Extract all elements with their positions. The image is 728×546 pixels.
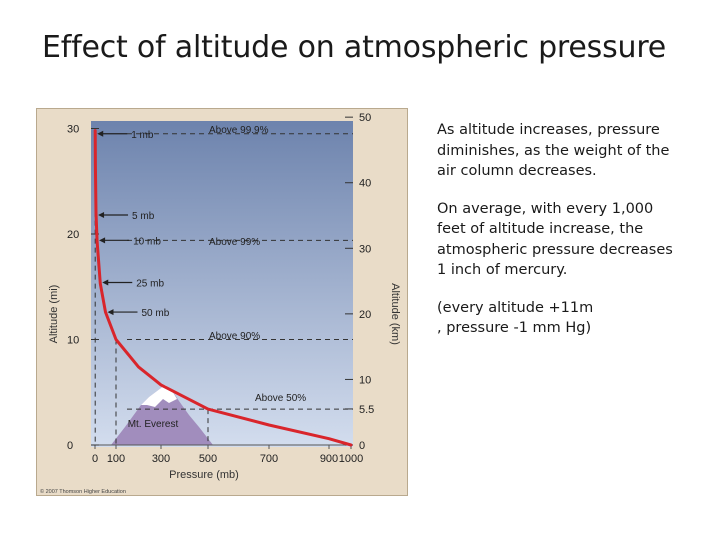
pressure-label: 25 mb: [136, 279, 164, 290]
axes: 0 100 300 500 700 900 1000010203005.5102030405…: [67, 112, 374, 465]
y-tick-label-right: 5.5: [359, 404, 374, 416]
pressure-arrow-head: [97, 130, 104, 137]
everest-mountain: Mt. Everest: [111, 385, 213, 445]
y-tick-label-left: 30: [67, 124, 79, 136]
threshold-label: Above 50%: [255, 393, 306, 404]
pressure-label: 1 mb: [131, 130, 154, 141]
y-axis-label-left: Altitude (mi): [48, 285, 60, 344]
pressure-arrow-head: [107, 309, 114, 316]
x-tick-label: 500: [199, 453, 217, 465]
sky-background: [91, 121, 353, 447]
pressure-arrow-head: [99, 237, 106, 244]
x-axis-label: Pressure (mb): [169, 469, 239, 481]
pressure-labels: 1 mb 5 mb 10 mb 25 mb 50 mb: [97, 130, 170, 319]
x-tick-label: 0: [92, 453, 98, 465]
y-tick-label-right: 30: [359, 243, 371, 255]
x-tick-label: 700: [260, 453, 278, 465]
copyright-text: © 2007 Thomson Higher Education: [40, 488, 126, 495]
slide-title: Effect of altitude on atmospheric pressu…: [42, 30, 667, 65]
paragraph-3: (every altitude +11m , pressure -1 mm Hg…: [437, 299, 594, 337]
y-tick-label-right: 20: [359, 309, 371, 321]
mountain-label: Mt. Everest: [128, 419, 179, 430]
pressure-label: 50 mb: [142, 308, 170, 319]
y-tick-label-right: 40: [359, 178, 371, 190]
x-tick-label: 1000: [339, 453, 363, 465]
pressure-label: 5 mb: [132, 211, 155, 222]
y-tick-label-right: 0: [359, 440, 365, 452]
threshold-label: Above 99.9%: [209, 125, 269, 136]
x-tick-label: 300: [152, 453, 170, 465]
paragraph-2: On average, with every 1,000 feet of alt…: [437, 200, 673, 279]
threshold-label: Above 90%: [209, 331, 260, 342]
threshold-label: Above 99%: [209, 237, 260, 248]
mountain-shape: [111, 385, 213, 445]
pressure-arrow-head: [102, 279, 109, 286]
explanation-text: As altitude increases, pressure diminish…: [437, 120, 687, 356]
pressure-curve: [93, 129, 353, 447]
y-axis-label-right: Altitude (km): [389, 283, 401, 345]
x-tick-label: 900: [320, 453, 338, 465]
snow-cap: [141, 385, 177, 407]
pressure-arrow-head: [98, 212, 105, 219]
y-tick-label-left: 0: [67, 440, 73, 452]
y-tick-label-left: 20: [67, 229, 79, 241]
pressure-curve-group: [93, 129, 353, 447]
pressure-altitude-figure: Mt. Everest Above 99.9% Above 99% Above 90…: [36, 108, 408, 496]
x-tick-label: 100: [107, 453, 125, 465]
pressure-label: 10 mb: [133, 236, 161, 247]
threshold-lines: Above 99.9% Above 99% Above 90% Above 50%: [94, 125, 353, 445]
y-tick-label-right: 50: [359, 112, 371, 124]
paragraph-1: As altitude increases, pressure diminish…: [437, 122, 670, 179]
y-tick-label-left: 10: [67, 335, 79, 347]
y-tick-label-right: 10: [359, 374, 371, 386]
pressure-altitude-chart: Mt. Everest Above 99.9% Above 99% Above 90…: [40, 112, 401, 495]
